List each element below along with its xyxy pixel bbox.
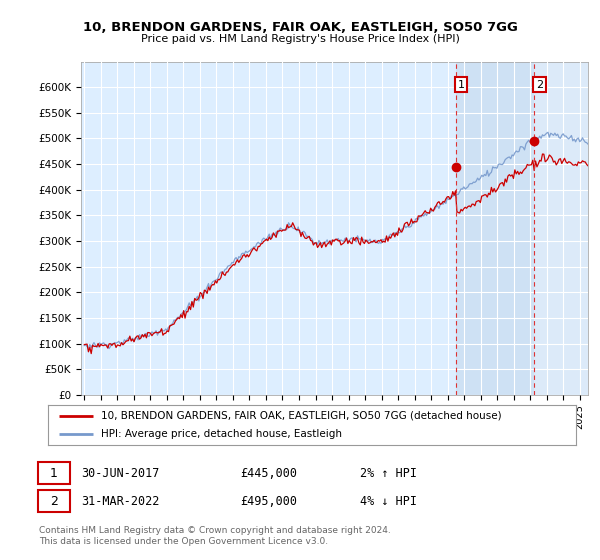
Text: 10, BRENDON GARDENS, FAIR OAK, EASTLEIGH, SO50 7GG: 10, BRENDON GARDENS, FAIR OAK, EASTLEIGH… (83, 21, 517, 34)
Text: 4% ↓ HPI: 4% ↓ HPI (360, 494, 417, 508)
Text: 30-JUN-2017: 30-JUN-2017 (81, 466, 160, 480)
Bar (535, 62, 588, 395)
Text: 31-MAR-2022: 31-MAR-2022 (81, 494, 160, 508)
Text: 2% ↑ HPI: 2% ↑ HPI (360, 466, 417, 480)
Text: 2: 2 (536, 80, 543, 90)
Text: 10, BRENDON GARDENS, FAIR OAK, EASTLEIGH, SO50 7GG (detached house): 10, BRENDON GARDENS, FAIR OAK, EASTLEIGH… (101, 411, 502, 421)
Text: 1: 1 (50, 466, 58, 480)
Text: £445,000: £445,000 (240, 466, 297, 480)
Text: HPI: Average price, detached house, Eastleigh: HPI: Average price, detached house, East… (101, 430, 342, 439)
Text: Contains HM Land Registry data © Crown copyright and database right 2024.
This d: Contains HM Land Registry data © Crown c… (39, 526, 391, 546)
Text: Price paid vs. HM Land Registry's House Price Index (HPI): Price paid vs. HM Land Registry's House … (140, 34, 460, 44)
Text: £495,000: £495,000 (240, 494, 297, 508)
Bar (456, 62, 535, 395)
Text: 2: 2 (50, 494, 58, 508)
Text: 1: 1 (457, 80, 464, 90)
